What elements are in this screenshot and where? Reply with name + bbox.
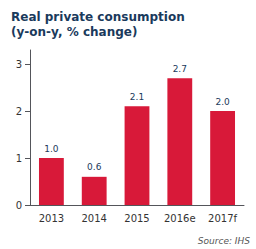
svg-text:2015: 2015 xyxy=(124,213,149,224)
svg-text:Real private consumption: Real private consumption xyxy=(11,10,185,24)
svg-text:1.0: 1.0 xyxy=(44,144,59,154)
svg-text:Source: IHS: Source: IHS xyxy=(198,236,250,246)
svg-text:1: 1 xyxy=(16,153,22,164)
svg-text:0: 0 xyxy=(16,200,22,211)
svg-text:(y-on-y, % change): (y-on-y, % change) xyxy=(11,25,137,39)
svg-text:2016e: 2016e xyxy=(164,213,196,224)
svg-text:2.7: 2.7 xyxy=(173,64,187,74)
svg-text:2.1: 2.1 xyxy=(130,92,144,102)
svg-text:2017f: 2017f xyxy=(208,213,237,224)
svg-text:0.6: 0.6 xyxy=(87,162,102,172)
svg-text:2014: 2014 xyxy=(81,213,106,224)
svg-text:2.0: 2.0 xyxy=(215,97,230,107)
svg-text:2: 2 xyxy=(16,106,22,117)
svg-text:2013: 2013 xyxy=(39,213,64,224)
svg-text:3: 3 xyxy=(16,59,22,70)
